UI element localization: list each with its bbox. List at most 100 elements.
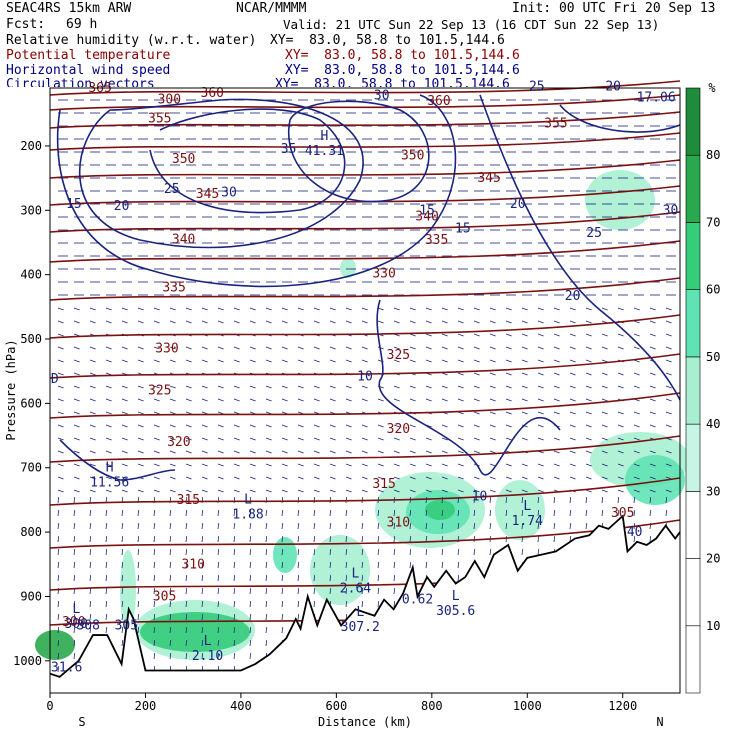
wind-vector bbox=[121, 626, 124, 634]
wind-vector bbox=[169, 561, 172, 569]
wind-vector bbox=[153, 346, 160, 350]
wind-vector bbox=[185, 489, 192, 493]
wind-speed-label: 15 bbox=[455, 221, 471, 236]
wind-vector bbox=[361, 574, 364, 582]
wind-vector bbox=[169, 359, 176, 363]
wind-vector bbox=[249, 522, 252, 530]
wind-vector bbox=[249, 509, 252, 517]
wind-vector bbox=[233, 652, 236, 660]
wind-vector bbox=[489, 424, 496, 428]
valid-time: Valid: 21 UTC Sun 22 Sep 13 (16 CDT Sun … bbox=[283, 17, 660, 32]
wind-speed-label: 30 bbox=[663, 203, 679, 218]
wind-vector bbox=[153, 359, 160, 363]
wind-vector bbox=[233, 574, 236, 582]
wind-vector bbox=[377, 522, 380, 530]
wind-vector bbox=[329, 450, 336, 454]
wind-vector bbox=[137, 307, 144, 311]
wind-vector bbox=[201, 307, 208, 311]
theta-line bbox=[49, 94, 681, 111]
wind-vector bbox=[505, 372, 512, 376]
wind-vector bbox=[569, 463, 576, 467]
wind-vector bbox=[329, 398, 336, 402]
wind-vector bbox=[425, 346, 432, 350]
wind-vector bbox=[233, 424, 240, 428]
wind-vector bbox=[265, 398, 272, 402]
theta-label: 325 bbox=[148, 384, 171, 399]
wind-vector bbox=[121, 613, 124, 621]
wind-vector bbox=[169, 450, 176, 454]
wind-vector bbox=[89, 307, 96, 311]
wind-vector bbox=[601, 333, 608, 337]
wind-vector bbox=[89, 463, 96, 467]
wind-vector bbox=[137, 437, 144, 441]
wind-vector bbox=[489, 522, 492, 530]
wind-vector bbox=[137, 600, 140, 608]
wind-vector bbox=[201, 561, 204, 569]
extremum-value: 1.88 bbox=[232, 508, 263, 523]
wind-vector bbox=[249, 600, 252, 608]
wind-vector bbox=[137, 320, 144, 324]
wind-vector bbox=[473, 385, 480, 389]
wind-vector bbox=[297, 600, 300, 608]
wind-vector bbox=[409, 463, 416, 467]
wind-vector bbox=[297, 346, 304, 350]
wind-vector bbox=[89, 587, 92, 595]
wind-vector bbox=[329, 522, 332, 530]
wind-vector bbox=[409, 561, 412, 569]
colorbar-bin bbox=[685, 356, 701, 425]
wind-vector bbox=[201, 626, 204, 634]
wind-vector bbox=[281, 307, 288, 311]
wind-vector bbox=[473, 411, 480, 415]
wind-vector bbox=[393, 561, 396, 569]
wind-vector bbox=[169, 522, 172, 530]
wind-vector bbox=[137, 548, 140, 556]
wind-vector bbox=[345, 424, 352, 428]
wind-vector bbox=[505, 463, 512, 467]
wind-vector bbox=[249, 385, 256, 389]
wind-vector bbox=[249, 346, 256, 350]
field-theta-xy: XY= 83.0, 58.8 to 101.5,144.6 bbox=[285, 48, 520, 63]
wind-vector bbox=[345, 600, 348, 608]
wind-vector bbox=[617, 509, 620, 517]
wind-vector bbox=[457, 509, 460, 517]
terrain-line bbox=[49, 514, 681, 678]
extremum-letter: L bbox=[204, 634, 212, 649]
wind-vector bbox=[105, 535, 108, 543]
wind-vector bbox=[153, 320, 160, 324]
wind-vector bbox=[233, 548, 236, 556]
wind-vector bbox=[297, 450, 304, 454]
theta-label: 300 bbox=[158, 93, 181, 108]
x-tick-label: 200 bbox=[135, 699, 157, 713]
wind-vector bbox=[89, 496, 92, 504]
wind-vector bbox=[505, 307, 512, 311]
wind-vector bbox=[377, 437, 384, 441]
wind-vector bbox=[137, 489, 144, 493]
wind-vector bbox=[153, 574, 156, 582]
wind-vector bbox=[649, 476, 656, 480]
wind-vector bbox=[297, 463, 304, 467]
wind-vector bbox=[217, 476, 224, 480]
theta-line bbox=[49, 353, 681, 379]
theta-line bbox=[49, 185, 681, 206]
wind-vector bbox=[169, 424, 176, 428]
wind-vector bbox=[265, 346, 272, 350]
wind-vector bbox=[665, 307, 672, 311]
wind-vector bbox=[489, 359, 496, 363]
wind-vector bbox=[185, 450, 192, 454]
wind-vector bbox=[153, 385, 160, 389]
wind-vector bbox=[361, 398, 368, 402]
wind-speed-line bbox=[149, 108, 346, 214]
wind-vector bbox=[201, 346, 208, 350]
wind-vector bbox=[217, 652, 220, 660]
colorbar-bin bbox=[685, 154, 701, 223]
wind-vector bbox=[137, 463, 144, 467]
wind-vector bbox=[489, 333, 496, 337]
theta-label: 350 bbox=[401, 149, 424, 164]
wind-vector bbox=[297, 574, 300, 582]
wind-vector bbox=[57, 496, 60, 504]
wind-vector bbox=[185, 535, 188, 543]
wind-vector bbox=[185, 437, 192, 441]
wind-vector bbox=[649, 424, 656, 428]
wind-vector bbox=[201, 548, 204, 556]
wind-vector bbox=[633, 320, 640, 324]
